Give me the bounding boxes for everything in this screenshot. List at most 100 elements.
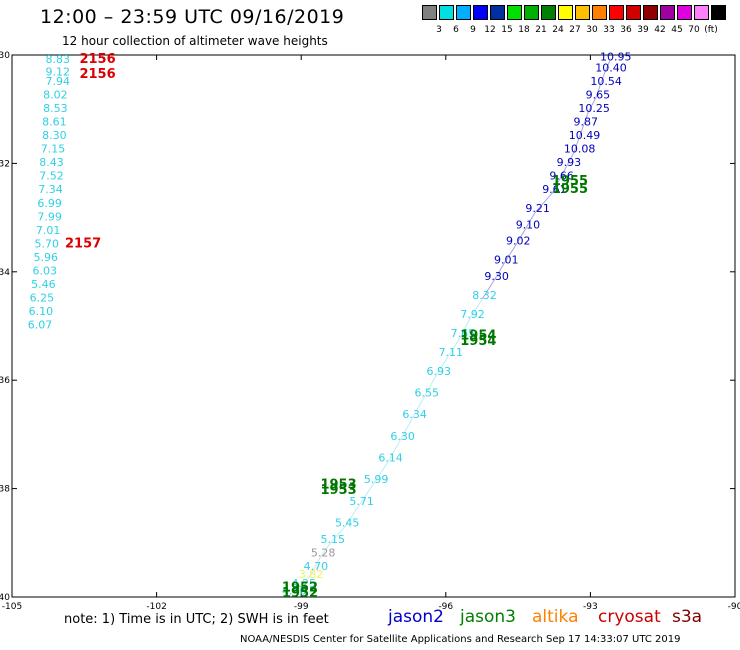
color-swatch	[456, 5, 471, 20]
track-segment	[330, 526, 346, 544]
track-segment	[448, 336, 462, 357]
time-label: 2156	[79, 52, 115, 67]
track-segment	[436, 355, 449, 376]
time-label: 1955	[552, 174, 588, 189]
color-swatch	[473, 5, 488, 20]
time-label: 1953	[320, 478, 356, 493]
mission-label: altika	[532, 607, 579, 627]
track-segment	[424, 374, 437, 397]
x-tick-label: -90	[728, 602, 740, 612]
color-swatch	[711, 5, 726, 20]
swh-label: 3.82	[299, 568, 324, 581]
color-scale-label: 39	[637, 25, 649, 35]
track-segment	[291, 586, 302, 595]
y-tick-label: -32	[0, 159, 10, 169]
time-label: 1954	[460, 334, 496, 349]
swh-label: 4.25	[292, 577, 317, 590]
color-scale-label: 42	[654, 25, 666, 35]
color-swatch	[643, 5, 658, 20]
track-segment	[358, 482, 375, 506]
swh-label: 7.94	[46, 75, 71, 88]
swh-label: 7.65	[451, 327, 476, 340]
swh-label: 5.99	[364, 473, 389, 486]
color-scale-label: 27	[569, 25, 581, 35]
mission-label: s3a	[672, 607, 703, 627]
track-segment	[373, 461, 389, 484]
track-segment	[387, 439, 401, 462]
swh-label: 8.53	[43, 102, 68, 115]
swh-label: 10.49	[569, 129, 601, 142]
swh-label: 9.01	[494, 254, 519, 267]
track-segment	[399, 417, 413, 441]
track-segment	[583, 111, 589, 126]
swh-label: 6.99	[37, 197, 62, 210]
swh-label: 7.92	[460, 308, 485, 321]
color-swatch	[490, 5, 505, 20]
swh-label: 8.30	[42, 129, 67, 142]
color-scale-label: 15	[501, 25, 513, 35]
y-tick-label: -30	[0, 51, 10, 61]
y-tick-label: -38	[0, 485, 10, 495]
swh-label: 6.25	[30, 292, 55, 305]
track-segment	[320, 542, 331, 557]
track-segment	[573, 138, 580, 153]
x-tick-label: -99	[294, 602, 309, 612]
track-segment	[604, 60, 611, 72]
swh-label: 7.15	[41, 143, 66, 156]
color-scale-label: 12	[484, 25, 496, 35]
chart-subtitle: 12 hour collection of altimeter wave hei…	[62, 34, 328, 48]
track-segment	[578, 125, 585, 140]
track-segment	[503, 244, 517, 264]
swh-label: 10.95	[600, 50, 632, 63]
color-scale-label: 21	[535, 25, 547, 35]
mission-label: jason2	[388, 607, 444, 627]
swh-label: 5.70	[34, 237, 59, 250]
track-segment	[534, 192, 553, 213]
color-scale-label: 30	[586, 25, 598, 35]
color-swatch	[422, 5, 437, 20]
track-segment	[344, 504, 360, 527]
track-segment	[566, 152, 575, 167]
track-segment	[313, 556, 322, 571]
swh-label: 9.66	[549, 170, 574, 183]
chart-title: 12:00 – 23:59 UTC 09/16/2019	[40, 6, 345, 28]
track-segment	[301, 577, 310, 588]
track-segment	[595, 84, 601, 99]
x-tick-label: -102	[146, 602, 166, 612]
swh-label: 9.02	[506, 235, 531, 248]
track-segment	[460, 317, 471, 338]
mission-label: cryosat	[598, 607, 661, 627]
track-segment	[411, 396, 425, 419]
time-label: 2156	[79, 67, 115, 82]
swh-label: 8.61	[42, 115, 67, 128]
color-scale-label: 36	[620, 25, 632, 35]
swh-label: 9.21	[525, 202, 550, 215]
time-label: 2157	[65, 236, 101, 251]
x-tick-label: -105	[2, 602, 22, 612]
y-tick-label: -34	[0, 268, 10, 278]
time-label: 1955	[552, 182, 588, 197]
swh-label: 9.93	[557, 156, 582, 169]
track-segment	[558, 165, 568, 180]
swh-label: 6.55	[414, 386, 439, 399]
swh-label: 7.99	[37, 210, 62, 223]
color-scale-label: 24	[552, 25, 564, 35]
swh-label: 6.93	[427, 365, 452, 378]
color-scale-label: 45	[671, 25, 683, 35]
swh-label: 6.07	[28, 319, 53, 332]
swh-label: 4.70	[304, 560, 329, 573]
swh-label: 5.28	[311, 546, 336, 559]
swh-label: 5.45	[335, 517, 360, 530]
track-segment	[599, 71, 606, 85]
time-label: 1953	[320, 483, 356, 498]
time-label: 1952	[282, 586, 318, 601]
x-tick-label: -93	[583, 602, 598, 612]
track-segment	[587, 98, 597, 113]
swh-label: 10.08	[564, 143, 596, 156]
swh-label: 8.43	[39, 156, 64, 169]
color-swatch	[541, 5, 556, 20]
track-segment	[515, 228, 527, 245]
color-swatch	[592, 5, 607, 20]
track-segment	[525, 211, 536, 229]
